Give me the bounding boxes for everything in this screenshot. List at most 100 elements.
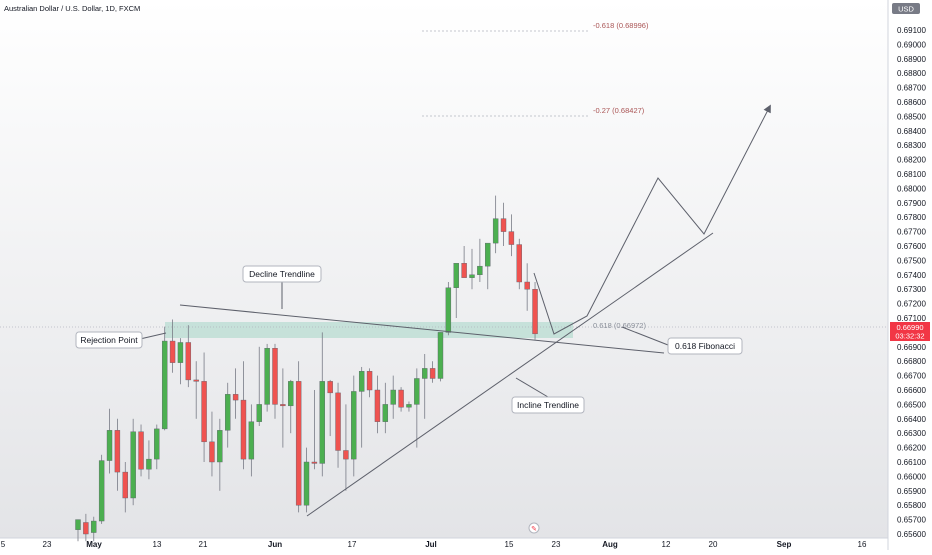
price-tick-label: 0.65600 xyxy=(897,530,926,539)
candle-body xyxy=(351,391,357,460)
price-tick-label: 0.68600 xyxy=(897,98,926,107)
candle-body xyxy=(303,461,310,506)
currency-badge-bg xyxy=(892,3,920,14)
time-tick-label: 23 xyxy=(43,540,52,549)
candle-body xyxy=(524,281,530,290)
candle-body xyxy=(169,340,176,363)
candle-body xyxy=(508,231,515,245)
decline-callout-label: Decline Trendline xyxy=(249,269,315,279)
candle-series xyxy=(75,195,538,542)
candle-body xyxy=(485,242,491,267)
candle-body xyxy=(209,441,215,463)
candle-body xyxy=(311,461,318,464)
price-tick-label: 0.68000 xyxy=(897,184,926,193)
rejection-callout-pointer xyxy=(139,332,167,340)
candle-body xyxy=(264,348,270,405)
candle-body xyxy=(122,471,128,499)
price-tick-label: 0.67700 xyxy=(897,228,926,237)
candle-body xyxy=(461,263,467,278)
price-tick-label: 0.68100 xyxy=(897,170,926,179)
decline-trendline[interactable] xyxy=(179,304,665,354)
current-price-tag[interactable]: 0.66990 03:32:32 xyxy=(890,322,930,341)
decline-callout-box xyxy=(242,265,322,283)
candle-body xyxy=(91,520,97,533)
candle-body xyxy=(414,378,420,405)
price-tick-label: 0.68900 xyxy=(897,55,926,64)
candle-body xyxy=(295,381,302,506)
time-tick-label: Aug xyxy=(602,540,618,549)
price-tick-label: 0.67600 xyxy=(897,242,926,251)
incline-trendline-callout[interactable]: Incline Trendline xyxy=(511,396,585,414)
candle-body xyxy=(500,218,507,232)
time-tick-label: 13 xyxy=(153,540,162,549)
candle-body xyxy=(374,389,381,422)
candle-body xyxy=(98,460,105,522)
candle-body xyxy=(453,263,459,288)
time-tick-label: Jun xyxy=(268,540,282,549)
candle-body xyxy=(288,381,294,407)
fibonacci-callout[interactable]: 0.618 Fibonacci xyxy=(667,337,743,355)
price-tick-label: 0.66700 xyxy=(897,372,926,381)
price-tick-label: 0.67900 xyxy=(897,199,926,208)
price-tick-label: 0.66900 xyxy=(897,343,926,352)
fib-label-neg0618: -0.618 (0.68996) xyxy=(593,21,649,30)
price-tick-label: 0.67800 xyxy=(897,213,926,222)
tradingview-logo-icon[interactable]: ✎ xyxy=(528,522,540,534)
price-tag-bg xyxy=(890,322,930,341)
candle-body xyxy=(185,342,192,381)
price-tick-label: 0.66600 xyxy=(897,386,926,395)
time-tick-label: May xyxy=(86,540,102,549)
price-tag-time: 03:32:32 xyxy=(895,332,924,341)
candle-body xyxy=(358,371,365,392)
candle-body xyxy=(516,244,522,283)
projection-path[interactable] xyxy=(533,104,771,335)
time-axis[interactable]: 5 23 May 13 21 Jun 17 Jul 15 23 Aug 12 20 Sep 16 xyxy=(1,540,867,549)
price-axis-background xyxy=(888,0,932,550)
price-tick-label: 0.67300 xyxy=(897,285,926,294)
fib-callout-label: 0.618 Fibonacci xyxy=(675,341,735,351)
price-tick-label: 0.66400 xyxy=(897,415,926,424)
incline-callout-pointer xyxy=(515,377,549,398)
candle-body xyxy=(83,522,89,535)
time-tick-label: 21 xyxy=(199,540,208,549)
price-tick-label: 0.66300 xyxy=(897,429,926,438)
candle-body xyxy=(532,289,538,335)
logo-circle xyxy=(528,522,540,534)
candle-body xyxy=(256,404,262,422)
rejection-callout-box xyxy=(75,331,143,349)
time-tick-label: 16 xyxy=(858,540,867,549)
price-tick-label: 0.68200 xyxy=(897,156,926,165)
chart-title: Australian Dollar / U.S. Dollar, 1D, FXC… xyxy=(4,4,140,13)
time-tick-label: 12 xyxy=(662,540,671,549)
candle-body xyxy=(106,430,113,461)
candle-body xyxy=(217,430,223,463)
incline-trendline[interactable] xyxy=(306,232,714,517)
candle-body xyxy=(335,392,341,451)
currency-badge[interactable]: USD xyxy=(892,3,920,14)
price-tick-label: 0.66500 xyxy=(897,400,926,409)
currency-badge-label: USD xyxy=(898,5,914,14)
price-tick-label: 0.68800 xyxy=(897,69,926,78)
price-tick-label: 0.65700 xyxy=(897,516,926,525)
candle-body xyxy=(177,342,184,363)
time-tick-label: 5 xyxy=(1,540,6,549)
price-tag-value: 0.66990 xyxy=(896,323,923,332)
candle-body xyxy=(232,394,239,401)
candle-body xyxy=(469,274,475,278)
fib-label-0618: 0.618 (0.66972) xyxy=(593,321,646,330)
candle-body xyxy=(429,368,436,379)
price-axis[interactable]: 0.69100 0.69000 0.68900 0.68800 0.68700 0.686… xyxy=(897,26,926,539)
rejection-point-callout[interactable]: Rejection Point xyxy=(75,331,143,349)
time-tick-label: 23 xyxy=(552,540,561,549)
time-axis-background xyxy=(0,538,888,550)
time-tick-label: 17 xyxy=(348,540,357,549)
candle-body xyxy=(138,431,144,470)
price-tick-label: 0.67200 xyxy=(897,300,926,309)
candle-body xyxy=(437,332,444,379)
logo-glyph: ✎ xyxy=(531,526,537,533)
price-tick-label: 0.68700 xyxy=(897,84,926,93)
decline-trendline-callout[interactable]: Decline Trendline xyxy=(242,265,322,283)
time-tick-label: 15 xyxy=(505,540,514,549)
candle-body xyxy=(382,404,389,422)
